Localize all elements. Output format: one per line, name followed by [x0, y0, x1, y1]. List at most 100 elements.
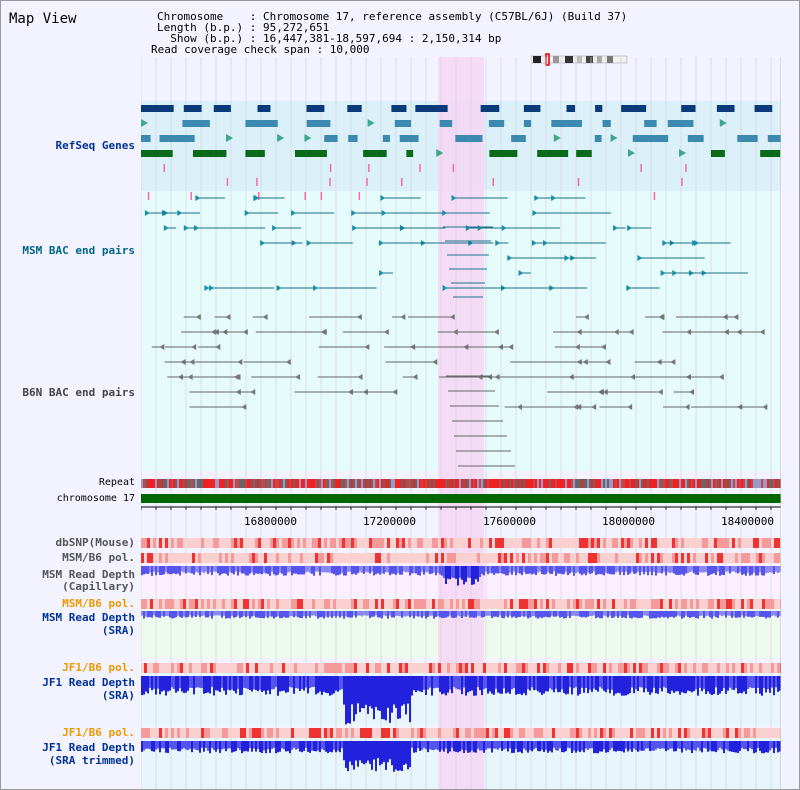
msm-cap-depth-bar — [703, 566, 705, 573]
msm-sra-depth-bar — [165, 611, 167, 617]
repeat-cell — [583, 479, 585, 488]
jf1-sra-depth-bar — [313, 676, 315, 687]
jf1-b6-pol-cell — [645, 663, 648, 673]
repeat-cell — [543, 479, 545, 488]
track-label-refseq[interactable]: RefSeq Genes — [55, 139, 135, 152]
jf1-sra-depth-bar — [539, 676, 541, 693]
msm-b6-pol2-cell — [585, 599, 588, 609]
track-label-jf1-depth-trim[interactable]: JF1 Read Depth — [42, 741, 135, 754]
gene-arrow — [553, 134, 561, 142]
msm-sra-depth-bar — [329, 611, 331, 617]
msm-cap-depth-bar — [775, 566, 777, 572]
dbsnp-cell — [531, 538, 534, 548]
b6n-end-marker — [189, 359, 195, 365]
msm-b6-pol2-cell — [747, 599, 750, 609]
jf1-b6-pol2-cell — [369, 728, 372, 738]
msm-b6-pol2-cell — [501, 599, 504, 609]
jf1-trim-depth-bar — [701, 741, 703, 753]
jf1-trim-depth-bar — [359, 741, 361, 761]
msm-cap-depth-bar — [605, 566, 607, 573]
jf1-b6-pol-cell — [321, 663, 324, 673]
jf1-trim-depth-bar — [301, 741, 303, 753]
msm-sra-depth-bar — [311, 611, 313, 616]
gene-block — [406, 150, 414, 157]
dbsnp-cell — [555, 538, 558, 548]
track-label-jf1-b6-pol-1[interactable]: JF1/B6 pol. — [62, 661, 135, 674]
msm-b6-pol2-cell — [645, 599, 648, 609]
msm-b6-pol2-cell — [444, 599, 447, 609]
jf1-trim-depth-bar — [779, 741, 781, 752]
msm-sra-depth-bar — [623, 611, 625, 618]
msm-sra-depth-bar — [451, 611, 453, 618]
dbsnp-cell — [573, 538, 576, 548]
jf1-trim-depth-bar — [659, 741, 661, 750]
jf1-b6-pol2-cell — [684, 728, 687, 738]
msm-sra-depth-bar — [659, 611, 661, 618]
jf1-trim-depth-bar — [385, 741, 387, 770]
jf1-sra-depth-bar — [173, 676, 175, 690]
track-label-dbsnp[interactable]: dbSNP(Mouse) — [55, 536, 135, 549]
ideogram-icon[interactable] — [531, 53, 629, 67]
jf1-trim-depth-bar — [555, 741, 557, 751]
msm-sra-depth-bar — [761, 611, 763, 617]
jf1-b6-pol-cell — [687, 663, 690, 673]
msm-sra-depth-bar — [481, 611, 483, 618]
dbsnp-cell — [405, 538, 408, 548]
msm-b6-pol2-cell — [561, 599, 564, 609]
jf1-b6-pol2-cell — [243, 728, 246, 738]
b6n-end-marker — [211, 329, 217, 335]
jf1-sra-depth-bar — [683, 676, 685, 694]
track-label-msm-b6-pol-2[interactable]: MSM/B6 pol. — [62, 597, 135, 610]
jf1-trim-depth-bar — [451, 741, 453, 748]
jf1-sra-depth-bar — [625, 676, 627, 696]
msm-b6-pol2-cell — [531, 599, 534, 609]
jf1-b6-pol2-cell — [561, 728, 564, 738]
jf1-sra-depth-bar — [227, 676, 229, 690]
jf1-sra-depth-bar — [311, 676, 313, 687]
jf1-b6-pol2-cell — [753, 728, 756, 738]
jf1-trim-depth-bar — [629, 741, 631, 750]
jf1-sra-depth-bar — [731, 676, 733, 690]
track-label-msm-depth-sra[interactable]: MSM Read Depth — [42, 611, 135, 624]
repeat-cell — [253, 479, 255, 488]
dbsnp-cell — [438, 538, 441, 548]
genome-plot-area[interactable]: 16800000 17200000 17600000 18000000 18400000 — [141, 1, 781, 789]
jf1-trim-depth-bar — [323, 741, 325, 751]
track-label-msm-bac[interactable]: MSM BAC end pairs — [22, 244, 135, 257]
track-label-msm-b6-pol-1[interactable]: MSM/B6 pol. — [62, 551, 135, 564]
repeat-cell — [575, 479, 577, 488]
msm-cap-depth-bar — [393, 566, 395, 574]
repeat-cell — [777, 479, 779, 488]
jf1-sra-depth-bar — [583, 676, 585, 693]
jf1-sra-depth-bar — [213, 676, 215, 696]
track-label-jf1-depth-sra[interactable]: JF1 Read Depth — [42, 676, 135, 689]
b6n-end-marker — [250, 389, 256, 395]
track-label-jf1-b6-pol-2[interactable]: JF1/B6 pol. — [62, 726, 135, 739]
bac-end-marker — [352, 225, 358, 231]
jf1-trim-depth-bar — [565, 741, 567, 752]
axis-tick-label: 17600000 — [483, 515, 536, 528]
jf1-sra-depth-bar — [581, 676, 583, 688]
jf1-trim-depth-bar — [347, 741, 349, 772]
repeat-cell — [287, 479, 289, 488]
msm-b6-pol2-cell — [552, 599, 555, 609]
msm-cap-depth-bar — [681, 566, 683, 575]
jf1-trim-depth-bar — [395, 741, 397, 770]
track-label-msm-depth-cap[interactable]: MSM Read Depth — [42, 568, 135, 581]
repeat-cell — [257, 479, 259, 488]
msm-sra-depth-bar — [301, 611, 303, 619]
track-label-b6n-bac[interactable]: B6N BAC end pairs — [22, 386, 135, 399]
jf1-sra-depth-bar — [617, 676, 619, 693]
msm-b6-pol-cell — [624, 553, 627, 563]
jf1-b6-pol2-cell — [141, 728, 144, 738]
msm-b6-pol-cell — [297, 553, 300, 563]
jf1-b6-pol2-cell — [210, 728, 213, 738]
jf1-b6-pol2-cell — [252, 728, 255, 738]
jf1-trim-depth-bar — [243, 741, 245, 752]
msm-b6-pol2-cell — [372, 599, 375, 609]
msm-cap-depth-bar — [779, 566, 781, 573]
repeat-cell — [623, 479, 625, 488]
msm-cap-depth-bar — [723, 566, 725, 576]
jf1-b6-pol2-cell — [216, 728, 219, 738]
msm-cap-depth-bar — [305, 566, 307, 573]
